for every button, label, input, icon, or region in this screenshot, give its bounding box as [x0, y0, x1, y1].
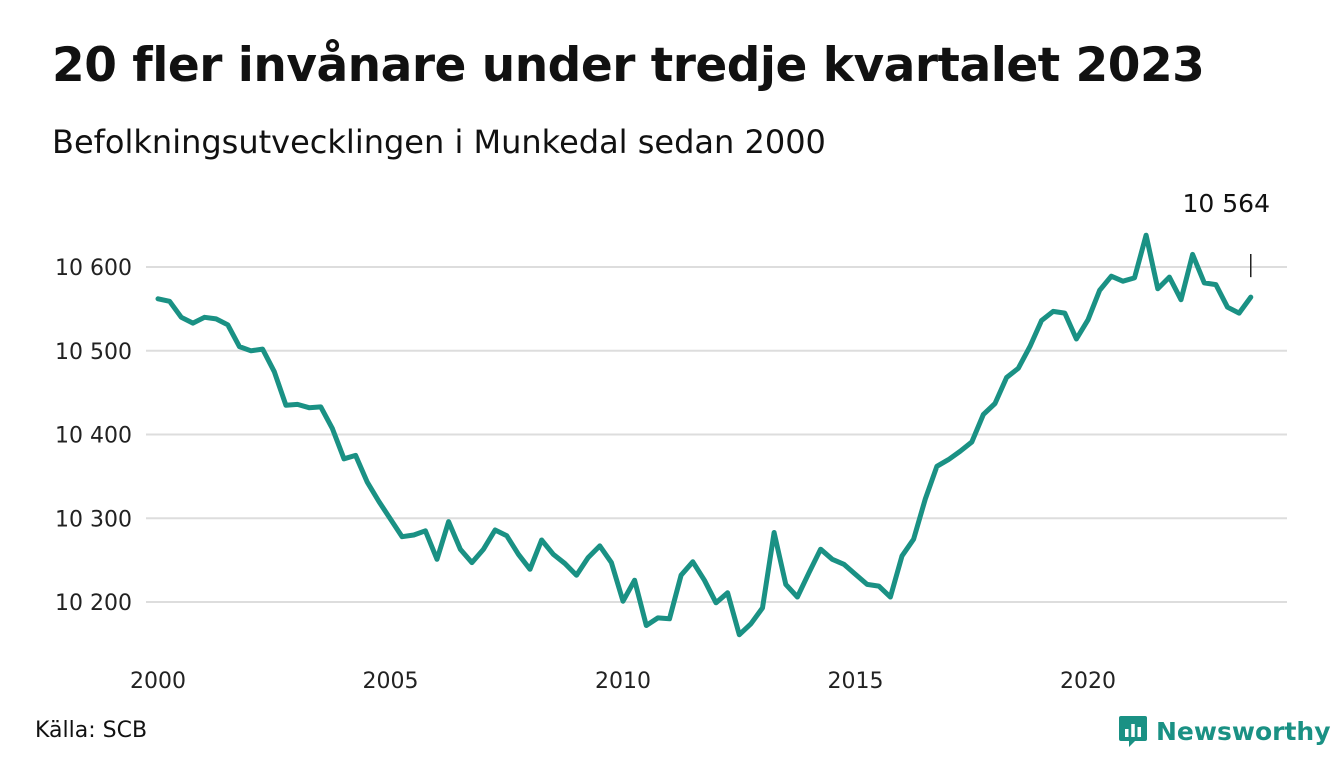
y-tick-label: 10 400: [55, 424, 132, 449]
y-tick-label: 10 500: [55, 340, 132, 365]
x-axis-labels: 2000 2005 2010 2015 2020: [130, 669, 1116, 694]
x-tick-label: 2005: [363, 669, 419, 694]
chart-subtitle: Befolkningsutvecklingen i Munkedal sedan…: [52, 123, 826, 161]
end-annotation: 10 564: [1183, 189, 1270, 278]
brand-logo: Newsworthy: [1118, 714, 1331, 748]
series-line: [155, 232, 1254, 638]
x-tick-label: 2015: [828, 669, 884, 694]
y-axis-labels: 10 200 10 300 10 400 10 500 10 600: [55, 256, 132, 616]
x-tick-label: 2020: [1060, 669, 1116, 694]
source-note: Källa: SCB: [35, 718, 148, 743]
y-tick-label: 10 600: [55, 256, 132, 281]
gridlines: [146, 266, 1287, 603]
end-value-label: 10 564: [1183, 189, 1270, 218]
newsworthy-logo-icon: [1119, 716, 1147, 747]
x-tick-label: 2000: [130, 669, 186, 694]
y-tick-label: 10 300: [55, 507, 132, 532]
brand-name: Newsworthy: [1156, 716, 1331, 746]
series-line-layer: [155, 232, 1254, 638]
y-tick-label: 10 200: [55, 591, 132, 616]
chart-title: 20 fler invånare under tredje kvartalet …: [52, 38, 1205, 93]
x-tick-label: 2010: [595, 669, 651, 694]
